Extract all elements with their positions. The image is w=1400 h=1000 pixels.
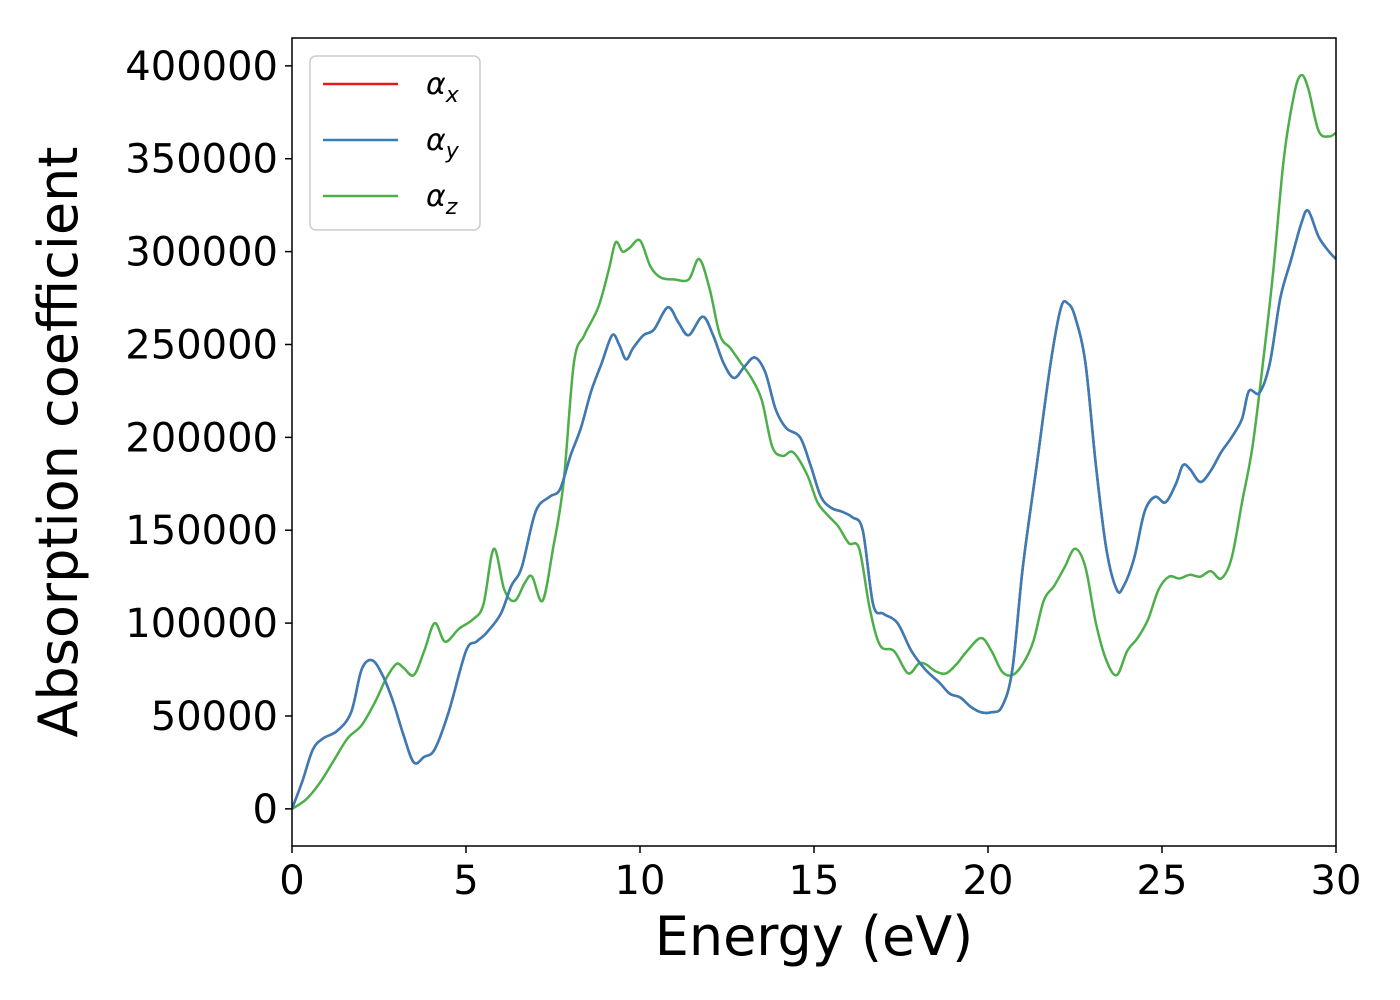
series-line-z [292,73,1336,810]
x-tick-label: 15 [789,858,840,904]
series-layer [292,73,1336,810]
y-tick-label: 250000 [125,322,278,368]
y-tick-label: 200000 [125,415,278,461]
y-tick-label: 50000 [151,694,278,740]
y-tick-label: 350000 [125,137,278,183]
legend-frame [309,55,481,231]
x-tick-label: 10 [615,858,666,904]
x-tick-label: 25 [1137,858,1188,904]
y-tick-label: 100000 [125,601,278,647]
y-tick-label: 300000 [125,230,278,276]
x-tick-label: 5 [453,858,478,904]
x-axis-label: Energy (eV) [655,905,974,968]
x-tick-label: 20 [963,858,1014,904]
y-tick-label: 150000 [125,508,278,554]
x-axis-ticks: 0 5 10 15 20 25 30 [279,846,1361,904]
y-tick-label: 0 [253,787,278,833]
x-tick-label: 30 [1311,858,1362,904]
x-tick-label: 0 [279,858,304,904]
y-tick-label: 400000 [125,44,278,90]
y-axis-ticks: 0 50000 100000 150000 200000 250000 300000 3500… [125,44,292,833]
y-axis-label: Absorption coefficient [27,147,90,738]
series-line-y [292,209,1336,810]
